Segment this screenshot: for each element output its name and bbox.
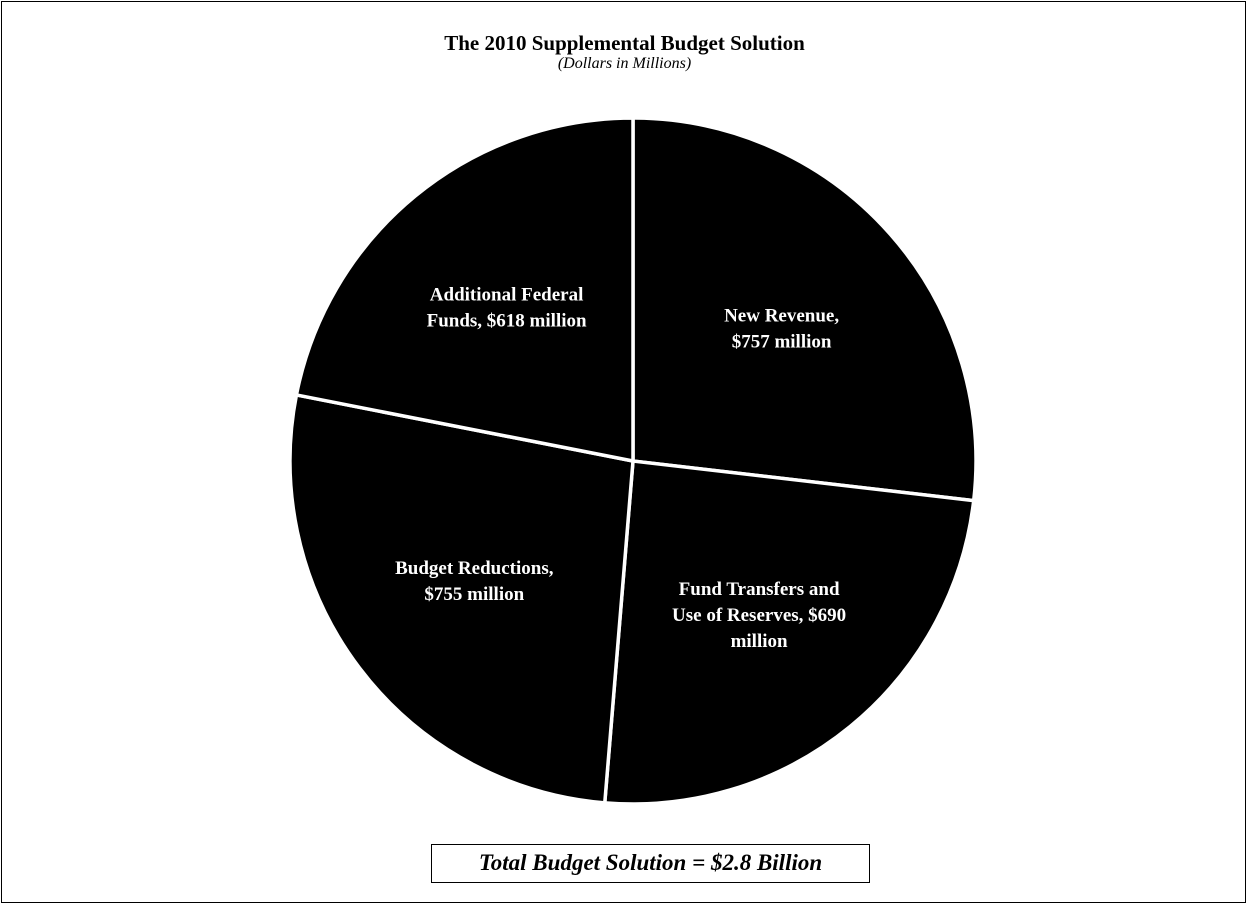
slice-label-line: Budget Reductions,: [395, 558, 554, 579]
slice-label-line: Use of Reserves, $690: [672, 605, 846, 626]
slice-label-new-revenue: New Revenue, $757 million: [724, 306, 839, 353]
pie-slice-budget-reductions: [288, 393, 635, 805]
slice-label-line: Fund Transfers and: [679, 579, 840, 600]
chart-subtitle: (Dollars in Millions): [557, 55, 692, 72]
pie-slice-new-revenue: [631, 116, 978, 503]
pie-slices: [288, 116, 978, 806]
chart-title: The 2010 Supplemental Budget Solution: [444, 31, 805, 55]
pie-slice-federal-funds: [294, 116, 635, 463]
slice-label-line: Funds, $618 million: [427, 310, 587, 331]
pie-labels: New Revenue, $757 million Fund Transfers a…: [395, 284, 846, 652]
slice-label-budget-reductions: Budget Reductions, $755 million: [395, 558, 554, 605]
slice-label-federal-funds: Additional Federal Funds, $618 million: [427, 284, 587, 331]
slice-label-fund-transfers: Fund Transfers and Use of Reserves, $690 m…: [672, 579, 846, 652]
slice-label-line: Additional Federal: [430, 284, 584, 305]
pie-slice-fund-transfers: [603, 459, 976, 806]
total-budget-note: Total Budget Solution = $2.8 Billion: [431, 844, 870, 883]
slice-label-line: $757 million: [732, 332, 832, 353]
slice-label-line: million: [731, 631, 788, 652]
slice-label-line: $755 million: [424, 584, 524, 605]
slice-label-line: New Revenue,: [724, 306, 839, 327]
